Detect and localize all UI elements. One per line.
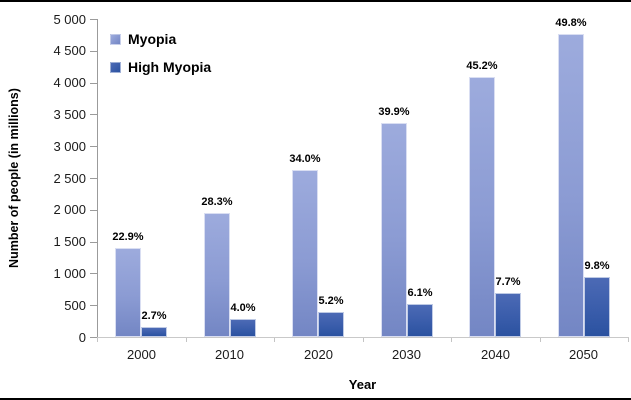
bar-myopia-2010 — [204, 213, 230, 337]
bar-high-myopia-2050 — [584, 277, 610, 337]
legend-marker-icon — [110, 61, 121, 73]
y-axis-tick — [90, 19, 97, 20]
y-axis-tick-label: 5 000 — [53, 12, 86, 27]
y-axis-tick-label: 4 000 — [53, 75, 86, 90]
bar-value-label: 39.9% — [378, 106, 410, 118]
legend-marker-icon — [110, 33, 121, 45]
x-axis-category-label: 2040 — [481, 347, 510, 362]
x-axis-tick — [451, 338, 452, 342]
legend-label: Myopia — [128, 31, 177, 47]
y-axis-tick-label: 3 500 — [53, 107, 86, 122]
x-axis-tick — [628, 338, 629, 342]
bar-high-myopia-2040 — [495, 293, 521, 337]
bar-high-myopia-2030 — [407, 304, 433, 337]
bar-high-myopia-2010 — [230, 319, 256, 337]
bar-value-label: 45.2% — [466, 60, 498, 72]
y-axis-tick — [90, 242, 97, 243]
bar-value-label: 2.7% — [141, 310, 167, 322]
x-axis-tick — [540, 338, 541, 342]
x-axis-category-label: 2020 — [304, 347, 333, 362]
x-axis-tick — [363, 338, 364, 342]
y-axis-tick — [90, 83, 97, 84]
bar-value-label: 28.3% — [201, 196, 233, 208]
bar-high-myopia-2000 — [141, 327, 167, 337]
frame-bottom-border — [0, 398, 631, 400]
frame-top-border — [0, 0, 631, 2]
x-axis-category-label: 2000 — [127, 347, 156, 362]
bar-value-label: 4.0% — [230, 302, 256, 314]
bar-high-myopia-2020 — [318, 312, 344, 337]
y-axis-tick — [90, 305, 97, 306]
x-axis-line — [97, 337, 629, 338]
bar-value-label: 7.7% — [495, 276, 521, 288]
y-axis-tick-label: 0 — [78, 330, 86, 345]
legend-entry-myopia: Myopia — [110, 29, 211, 49]
x-axis-tick — [186, 338, 187, 342]
x-axis-category-label: 2030 — [392, 347, 421, 362]
y-axis-tick — [90, 114, 97, 115]
bar-myopia-2030 — [381, 123, 407, 337]
y-axis-tick — [90, 178, 97, 179]
bar-myopia-2040 — [469, 77, 495, 337]
x-axis-category-label: 2050 — [569, 347, 598, 362]
y-axis-tick-label: 2 500 — [53, 171, 86, 186]
bar-value-label: 5.2% — [318, 295, 344, 307]
bar-value-label: 22.9% — [112, 231, 144, 243]
bar-value-label: 9.8% — [584, 260, 610, 272]
x-axis-category-label: 2010 — [215, 347, 244, 362]
y-axis-tick — [90, 51, 97, 52]
y-axis-tick-label: 1 500 — [53, 234, 86, 249]
y-axis-tick-label: 500 — [64, 298, 86, 313]
x-axis-tick — [97, 338, 98, 342]
y-axis-title: Number of people (in millions) — [7, 88, 21, 268]
x-axis-tick — [274, 338, 275, 342]
x-axis-title: Year — [348, 377, 377, 392]
y-axis-tick — [90, 210, 97, 211]
y-axis-tick — [90, 337, 97, 338]
y-axis-line — [97, 19, 98, 338]
bar-myopia-2020 — [292, 170, 318, 337]
bar-value-label: 6.1% — [407, 287, 433, 299]
y-axis-tick — [90, 273, 97, 274]
y-axis-tick-label: 2 000 — [53, 202, 86, 217]
y-axis-tick-label: 4 500 — [53, 43, 86, 58]
bar-value-label: 49.8% — [555, 17, 587, 29]
y-axis-tick-label: 3 000 — [53, 139, 86, 154]
bar-myopia-2000 — [115, 248, 141, 337]
bar-myopia-2050 — [558, 34, 584, 337]
legend: Myopia High Myopia — [110, 29, 211, 85]
legend-label: High Myopia — [128, 59, 212, 75]
bar-value-label: 34.0% — [289, 153, 321, 165]
y-axis-tick-label: 1 000 — [53, 266, 86, 281]
legend-entry-high-myopia: High Myopia — [110, 57, 211, 77]
y-axis-tick — [90, 146, 97, 147]
